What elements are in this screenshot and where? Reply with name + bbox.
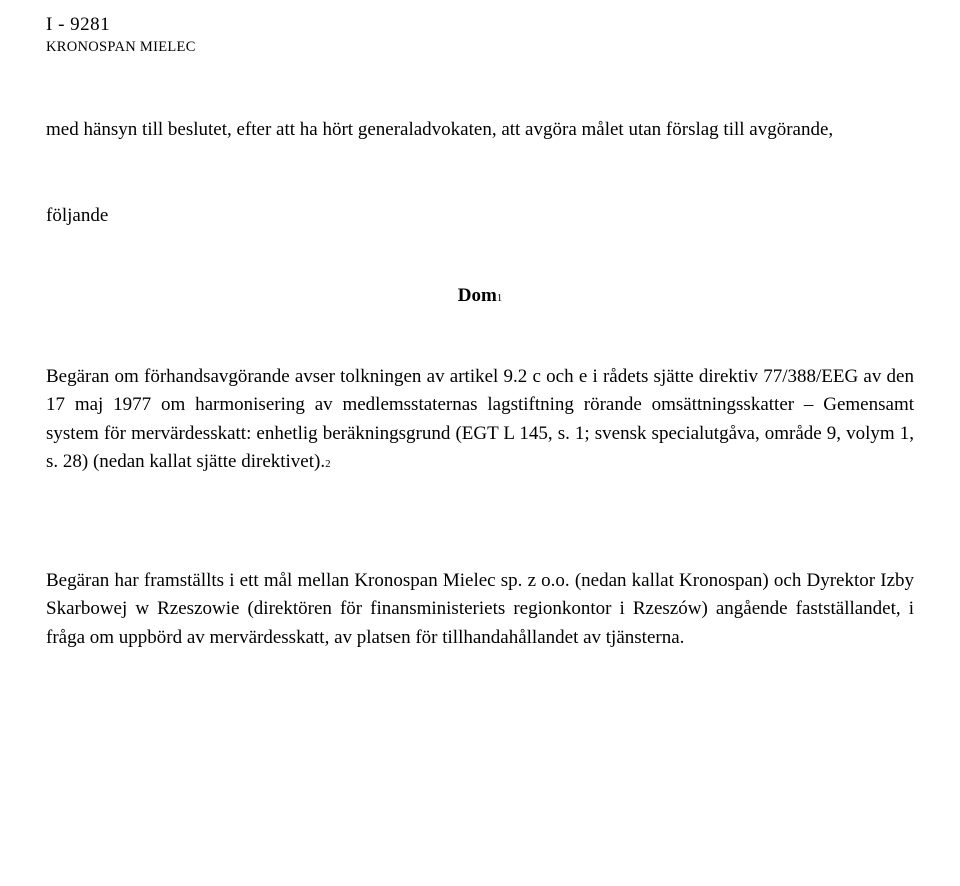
paragraph-2: Begäran har framställts i ett mål mellan… — [46, 567, 914, 653]
dom-footnote-marker: 1 — [497, 292, 503, 304]
page-number-ref: I - 9281 — [46, 14, 914, 37]
dom-heading: Dom1 — [46, 285, 914, 307]
case-name: KRONOSPAN MIELEC — [46, 39, 914, 56]
page-container: I - 9281 KRONOSPAN MIELEC med hänsyn til… — [0, 0, 960, 886]
paragraph-1-text: Begäran om förhandsavgörande avser tolkn… — [46, 366, 914, 473]
foljande-label: följande — [46, 205, 914, 227]
paragraph-1: Begäran om förhandsavgörande avser tolkn… — [46, 363, 914, 477]
pretext-paragraph: med hänsyn till beslutet, efter att ha h… — [46, 116, 914, 145]
paragraph-1-footnote-marker: 2 — [325, 458, 331, 470]
dom-heading-text: Dom — [458, 285, 497, 306]
